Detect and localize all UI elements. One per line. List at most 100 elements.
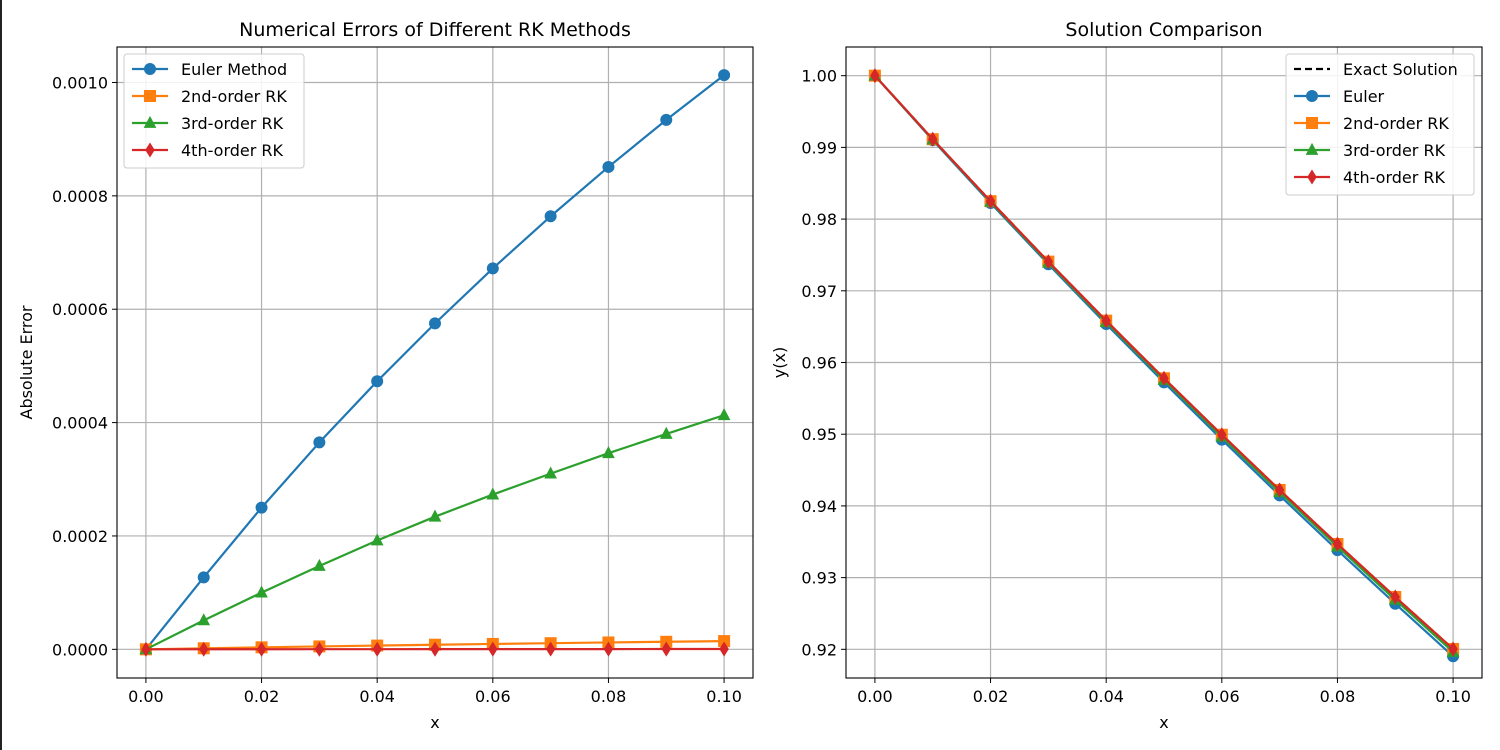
legend-label-2: 3rd-order RK [181,114,284,133]
y-tick-label-4: 0.96 [801,354,837,373]
x-tick-label-4: 0.08 [1320,687,1356,706]
data-point-4-3 [1043,254,1054,270]
data-point-0-4 [371,375,384,388]
data-point-3-0 [141,641,151,657]
data-point-3-3 [314,641,325,657]
y-tick-label-2: 0.0004 [52,414,108,433]
data-point-3-9 [661,641,671,657]
data-point-4-0 [870,68,880,84]
data-point-2-7 [544,466,557,479]
legend-box [1285,53,1475,196]
series-0-group [139,69,731,656]
legend-marker-2 [143,115,157,128]
x-tick-label-3: 0.06 [1204,687,1240,706]
x-tick-label-5: 0.10 [1435,687,1471,706]
x-tick-label-1: 0.02 [973,687,1009,706]
data-point-2-4 [370,533,384,546]
y-tick-label-6: 0.98 [801,210,837,229]
x-tick-label-4: 0.08 [591,687,627,706]
series-3-group [141,641,729,657]
x-tick-label-5: 0.10 [706,687,742,706]
data-point-4-6 [1217,427,1227,443]
data-point-0-3 [313,436,326,449]
x-tick-label-3: 0.06 [475,687,511,706]
x-tick-label-0: 0.00 [857,687,893,706]
data-point-3-4 [372,641,382,657]
data-point-2-9 [659,426,673,439]
data-point-3-10 [719,641,729,657]
y-tick-label-8: 1.00 [801,67,837,86]
series-4-group [870,68,1458,657]
chart-2-ylabel: y(x) [770,347,789,378]
legend-label-3: 4th-order RK [181,141,284,160]
legend-marker-2 [1306,117,1318,129]
chart-2-legend: Exact Solution Euler 2nd-order RK 3rd-order… [1285,53,1475,196]
y-tick-label-0: 0.0000 [52,640,108,659]
data-point-0-1 [197,571,210,584]
data-point-4-7 [1274,482,1285,498]
chart-1: Numerical Errors of Different RK Methods… [17,19,754,732]
data-point-4-4 [1101,313,1111,329]
data-point-4-10 [1448,641,1458,657]
data-point-3-6 [488,641,498,657]
chart-2: Solution Comparison 0.00 0.02 0.04 0.06 0.08 0… [770,19,1483,732]
chart-1-frame [116,46,754,679]
data-point-0-7 [544,210,557,223]
y-tick-label-1: 0.93 [801,569,837,588]
x-tick-label-0: 0.00 [128,687,164,706]
data-point-2-3 [313,558,326,571]
x-tick-label-1: 0.02 [244,687,280,706]
data-point-3-5 [430,641,440,657]
data-point-2-8 [602,446,615,459]
data-point-4-1 [928,131,938,147]
y-tick-label-2: 0.94 [801,497,837,516]
y-tick-label-3: 0.95 [801,425,837,444]
y-tick-label-5: 0.0010 [52,73,108,92]
data-point-0-6 [486,262,499,275]
data-point-3-2 [256,641,267,657]
data-point-4-5 [1159,370,1169,386]
chart-1-title: Numerical Errors of Different RK Methods [239,19,631,41]
legend-box [123,53,305,169]
legend-label-2: 2nd-order RK [1343,114,1449,133]
legend-label-0: Euler Method [181,60,287,79]
data-point-4-9 [1390,589,1400,605]
y-tick-label-1: 0.0002 [52,527,108,546]
legend-marker-4 [1307,169,1317,185]
data-point-0-5 [429,317,441,330]
chart-2-title: Solution Comparison [1065,19,1262,41]
window-edge [0,0,2,750]
data-point-2-5 [428,509,442,522]
legend-marker-3 [145,142,155,158]
data-point-3-8 [603,641,614,657]
data-point-2-1 [197,613,211,626]
chart-2-xlabel: x [1159,713,1168,732]
y-tick-label-4: 0.0008 [52,187,108,206]
legend-marker-3 [1305,142,1319,155]
y-tick-label-7: 0.99 [801,138,837,157]
legend-marker-1 [1306,90,1318,102]
series-line-3rd-order-rk [145,414,725,651]
chart-1-xlabel: x [430,713,439,732]
legend-marker-0 [144,63,156,75]
legend-label-3: 3rd-order RK [1343,141,1446,160]
legend-marker-1 [144,90,156,102]
data-point-3-1 [199,641,209,657]
data-point-0-2 [255,501,268,514]
chart-1-legend: Euler Method 2nd-order RK 3rd-order RK 4th-… [123,53,305,169]
data-point-0-8 [602,160,615,173]
y-tick-label-3: 0.0006 [52,300,108,319]
legend-label-4: 4th-order RK [1343,168,1446,187]
legend-label-0: Exact Solution [1343,60,1458,79]
data-point-0-10 [718,69,731,82]
data-point-0-9 [660,113,673,126]
x-tick-label-2: 0.04 [1088,687,1124,706]
y-tick-label-0: 0.92 [801,640,837,659]
series-2-group [139,408,731,655]
data-point-2-2 [255,585,268,598]
legend-label-1: 2nd-order RK [181,87,287,106]
data-point-2-6 [486,487,500,500]
x-tick-label-2: 0.04 [359,687,395,706]
data-point-4-8 [1332,536,1343,552]
